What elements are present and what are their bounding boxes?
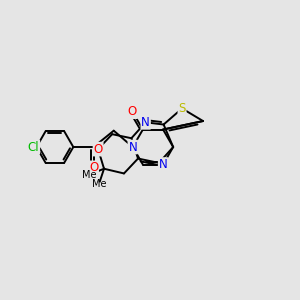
Text: O: O	[94, 142, 103, 156]
Text: N: N	[128, 140, 137, 154]
Text: Cl: Cl	[28, 140, 39, 154]
Text: N: N	[159, 158, 167, 171]
Text: O: O	[128, 105, 137, 118]
Text: Me: Me	[92, 179, 106, 189]
Text: S: S	[178, 102, 186, 115]
Text: Me: Me	[82, 170, 96, 180]
Text: O: O	[89, 161, 98, 174]
Text: N: N	[141, 116, 150, 129]
